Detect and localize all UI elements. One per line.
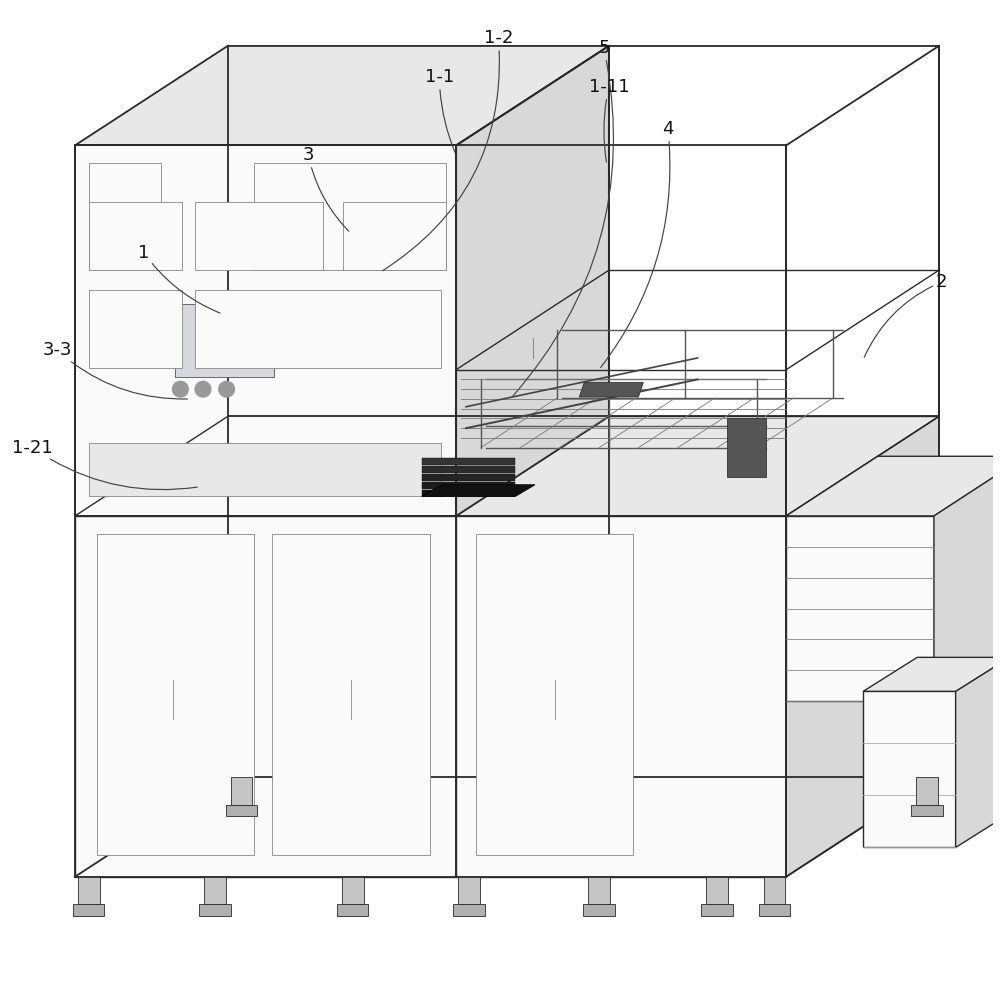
Polygon shape	[75, 516, 456, 876]
Polygon shape	[911, 805, 943, 816]
Polygon shape	[701, 904, 733, 916]
Polygon shape	[272, 533, 430, 855]
Polygon shape	[89, 202, 182, 270]
Polygon shape	[956, 658, 1000, 848]
Polygon shape	[422, 474, 515, 481]
Polygon shape	[456, 416, 939, 516]
Polygon shape	[476, 533, 633, 855]
Circle shape	[195, 382, 211, 397]
Polygon shape	[456, 516, 786, 876]
Polygon shape	[422, 485, 535, 496]
Polygon shape	[75, 145, 456, 516]
Text: 3: 3	[303, 146, 349, 231]
Text: 2: 2	[864, 273, 948, 357]
Text: 1-1: 1-1	[425, 68, 455, 152]
Polygon shape	[195, 202, 323, 270]
Polygon shape	[458, 876, 480, 904]
Polygon shape	[195, 290, 441, 368]
Polygon shape	[343, 202, 446, 270]
Text: 1: 1	[138, 243, 220, 314]
Text: 5: 5	[512, 39, 613, 397]
Polygon shape	[75, 416, 609, 516]
Polygon shape	[97, 533, 254, 855]
Polygon shape	[89, 163, 161, 270]
Polygon shape	[764, 876, 785, 904]
Text: 1-21: 1-21	[12, 439, 197, 490]
Polygon shape	[456, 45, 609, 516]
Polygon shape	[456, 416, 609, 876]
Polygon shape	[759, 904, 790, 916]
Polygon shape	[422, 466, 515, 473]
Polygon shape	[453, 904, 485, 916]
Polygon shape	[863, 658, 1000, 691]
Polygon shape	[254, 163, 446, 270]
Polygon shape	[175, 305, 274, 378]
Text: 3-3: 3-3	[42, 341, 187, 399]
Text: 4: 4	[601, 120, 674, 368]
Polygon shape	[727, 418, 766, 477]
Polygon shape	[583, 904, 615, 916]
Polygon shape	[934, 456, 1000, 701]
Polygon shape	[89, 443, 441, 496]
Polygon shape	[579, 383, 643, 397]
Polygon shape	[226, 805, 257, 816]
Polygon shape	[78, 876, 100, 904]
Circle shape	[219, 382, 235, 397]
Polygon shape	[786, 516, 934, 701]
Polygon shape	[204, 876, 226, 904]
Polygon shape	[89, 290, 182, 368]
Polygon shape	[786, 416, 939, 876]
Polygon shape	[588, 876, 610, 904]
Polygon shape	[422, 459, 515, 465]
Polygon shape	[199, 904, 231, 916]
Polygon shape	[422, 490, 515, 496]
Polygon shape	[863, 691, 956, 848]
Polygon shape	[422, 482, 515, 489]
Polygon shape	[75, 45, 609, 145]
Text: 1-11: 1-11	[589, 78, 629, 162]
Text: 1-2: 1-2	[383, 29, 513, 271]
Polygon shape	[342, 876, 364, 904]
Polygon shape	[706, 876, 728, 904]
Polygon shape	[916, 777, 938, 805]
Circle shape	[172, 382, 188, 397]
Polygon shape	[786, 456, 1000, 516]
Polygon shape	[73, 904, 104, 916]
Polygon shape	[231, 777, 252, 805]
Polygon shape	[337, 904, 368, 916]
